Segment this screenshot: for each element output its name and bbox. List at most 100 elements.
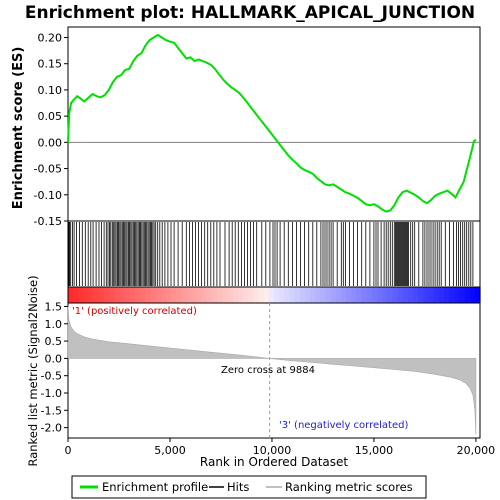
enrichment-y-ticks: -0.15 -0.10 -0.05 0.00 0.05 0.10 0.15 0.20 (34, 31, 68, 228)
color-bar-segment (88, 287, 95, 303)
color-bar-segment (428, 287, 435, 303)
enrichment-panel-frame (67, 26, 481, 222)
color-bar-segment (310, 287, 316, 303)
color-bar-segment (165, 287, 172, 303)
color-bar-segment (227, 287, 234, 303)
enrichment-y-axis-label: Enrichment score (ES) (11, 47, 26, 210)
color-bar-segment (263, 287, 270, 303)
color-bar-segment (119, 287, 126, 303)
enrichment-y-tick-label: 0.10 (38, 84, 63, 97)
color-bar-segment (212, 287, 218, 303)
x-tick-label: 15,000 (355, 444, 394, 457)
color-bar-segment (469, 287, 476, 303)
color-bar-segment (320, 287, 327, 303)
color-bar-segment (98, 287, 105, 303)
ranked-metric-y-tick-label: 1.5 (45, 300, 63, 313)
color-bar-segment (315, 287, 321, 303)
color-bar-segment (217, 287, 224, 303)
color-bar-segment (289, 287, 296, 303)
color-bar-segment (433, 287, 440, 303)
legend-label-hits: Hits (227, 480, 249, 494)
color-bar-segment (124, 287, 131, 303)
color-bar-segment (196, 287, 203, 303)
color-bar-segment (114, 287, 121, 303)
color-bar-segment (93, 287, 100, 303)
color-bar-segment (253, 287, 260, 303)
correlation-color-bar (67, 286, 481, 304)
color-bar-segment (356, 287, 363, 303)
legend: Enrichment profile Hits Ranking metric s… (71, 475, 427, 499)
x-tick-label: 0 (65, 444, 72, 457)
color-bar-segment (407, 287, 414, 303)
color-bar-segment (449, 287, 455, 303)
color-bar-segment (371, 287, 378, 303)
ranked-metric-y-ticks: -2.0 -1.5 -1.0 -0.5 0.0 0.5 1.0 1.5 (41, 300, 68, 435)
color-bar-segment (382, 287, 388, 303)
ranked-metric-y-axis-label: Ranked list metric (Signal2Noise) (26, 275, 40, 466)
color-bar-segment (294, 287, 301, 303)
color-bar-segment (129, 287, 136, 303)
color-bar-segment (340, 287, 347, 303)
color-bar-segment (351, 287, 357, 303)
color-bar-segment (176, 287, 182, 303)
color-bar-segment (145, 287, 151, 303)
chart-title: Enrichment plot: HALLMARK_APICAL_JUNCTIO… (25, 3, 475, 23)
color-bar-segment (78, 287, 85, 303)
legend-frame (71, 475, 427, 499)
color-bar-segment (191, 287, 198, 303)
negative-correlation-label: '3' (negatively correlated) (279, 420, 408, 431)
color-bar-segment (330, 287, 337, 303)
color-bar-segment (140, 287, 146, 303)
color-bar-segment (402, 287, 409, 303)
enrichment-y-tick-label: 0.15 (38, 58, 63, 71)
color-bar-segment (73, 287, 79, 303)
color-bar-segment (207, 287, 213, 303)
color-bar-segment (155, 287, 162, 303)
color-bar-segment (299, 287, 306, 303)
ranked-metric-y-tick-label: -1.0 (41, 387, 62, 400)
color-bar-segment (150, 287, 157, 303)
x-tick-label: 10,000 (253, 444, 292, 457)
color-bar-segment (423, 287, 430, 303)
color-bar-segment (243, 287, 249, 303)
color-bar-segment (279, 287, 285, 303)
color-bar-segment (248, 287, 254, 303)
enrichment-y-tick-label: 0.20 (38, 31, 63, 44)
color-bar-segment (361, 287, 368, 303)
legend-label-ranking-metric: Ranking metric scores (285, 480, 413, 494)
color-bar-segment (387, 287, 394, 303)
color-bar-segment (325, 287, 332, 303)
ranked-metric-y-tick-label: -0.5 (41, 370, 62, 383)
enrichment-panel: -0.15 -0.10 -0.05 0.00 0.05 0.10 0.15 0.20 Enri… (11, 26, 481, 228)
color-bar-segment (377, 287, 383, 303)
color-bar-segment (134, 287, 141, 303)
color-bar-segment (181, 287, 188, 303)
enrichment-y-tick-label: -0.10 (34, 189, 62, 202)
color-bar-segment (438, 287, 445, 303)
color-bar-segment (366, 287, 373, 303)
color-bar-segment (284, 287, 291, 303)
color-bar-segment (222, 287, 229, 303)
color-bar-segment (443, 287, 450, 303)
color-bar-segment (304, 287, 311, 303)
color-bar-segment (418, 287, 424, 303)
color-bar-segment (346, 287, 352, 303)
positive-correlation-label: '1' (positively correlated) (72, 306, 197, 317)
x-axis: 0 5,000 10,000 15,000 20,000 (65, 438, 496, 457)
color-bar-segment (335, 287, 342, 303)
color-bar-segment (201, 287, 208, 303)
ranked-metric-area (67, 305, 477, 435)
zero-cross-label: Zero cross at 9884 (221, 365, 315, 376)
color-bar-segment (464, 287, 471, 303)
color-bar-segment (109, 287, 115, 303)
color-bar-segment (397, 287, 404, 303)
color-bar-segment (454, 287, 460, 303)
color-bar-segment (68, 287, 74, 303)
color-bar-segment (232, 287, 239, 303)
color-bar-segment (104, 287, 110, 303)
x-tick-label: 20,000 (457, 444, 496, 457)
ranked-metric-y-tick-label: 0.0 (45, 352, 63, 365)
color-bar-segment (160, 287, 167, 303)
x-axis-label: Rank in Ordered Dataset (200, 455, 348, 469)
